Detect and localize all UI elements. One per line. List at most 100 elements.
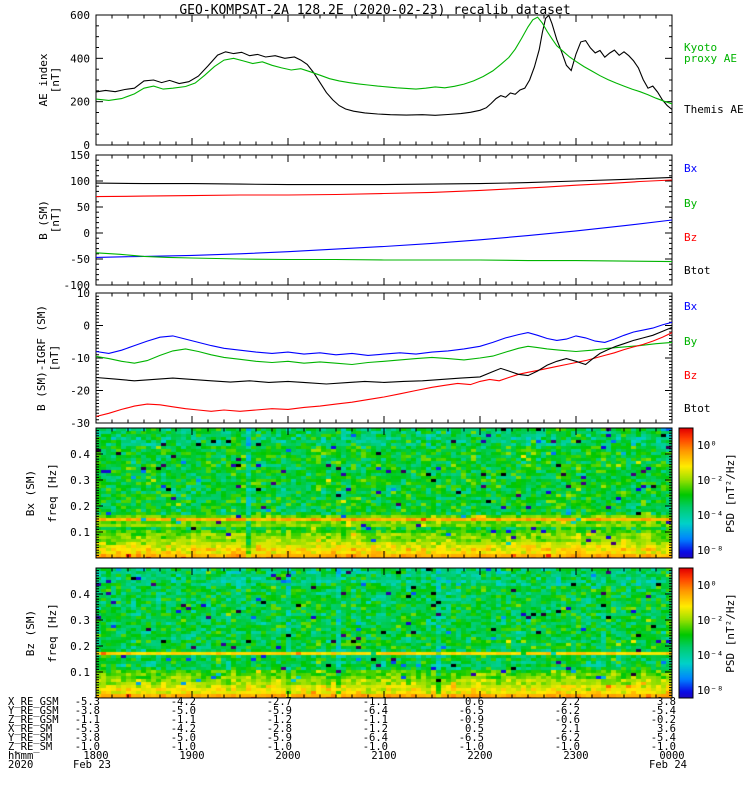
legend-bx: Bx — [684, 162, 698, 175]
annotation-value: -2.8 — [266, 723, 292, 735]
annotation-date-value: Feb 23 — [73, 759, 111, 771]
y-tick-label: 0 — [83, 227, 90, 240]
annotation-value: -5.3 — [74, 723, 100, 735]
annotation-value: -1.1 — [362, 714, 388, 726]
annotation-value: -3.8 — [74, 732, 100, 744]
colorbar-tick-label: 10⁰ — [697, 578, 717, 592]
y-tick-label: -20 — [70, 385, 90, 398]
annotation-time-value: 1900 — [179, 750, 205, 762]
annotation-value: -0.2 — [650, 714, 676, 726]
y-tick-label: 50 — [77, 201, 90, 214]
y-tick-label: 150 — [70, 149, 90, 162]
annotation-value: -6.4 — [362, 732, 388, 744]
y-tick-label: -10 — [70, 352, 90, 365]
annotation-value: -0.9 — [458, 714, 484, 726]
y-tick-label: 0.4 — [70, 588, 90, 601]
series-line-bz — [95, 332, 673, 418]
plot-title: GEO-KOMPSAT-2A 128.2E (2020-02-23) recal… — [179, 3, 571, 18]
annotation-value: -0.6 — [554, 714, 580, 726]
legend-bz: Bz — [684, 231, 698, 244]
annotation-value: -1.0 — [362, 741, 388, 753]
annotation-time-value: 1800 — [83, 750, 109, 762]
bx-spec-axis-label: Bx (SM) — [24, 469, 37, 517]
annotation-row-label: X_RE_SM — [8, 723, 53, 735]
panel-border — [95, 427, 673, 559]
annotation-row-label: Y_RE_SM — [8, 732, 53, 744]
legend-bz: Bz — [684, 369, 698, 382]
annotation-value: 2.1 — [561, 723, 580, 735]
annotation-value: -2.7 — [266, 696, 292, 708]
series-line-bz — [95, 179, 673, 198]
annotation-value: -3.8 — [74, 705, 100, 717]
bz-spec-axis-label: Bz (SM) — [24, 609, 37, 657]
annotation-value: -5.3 — [74, 696, 100, 708]
y-tick-label: 10 — [77, 287, 90, 300]
panel-border — [95, 292, 673, 424]
annotation-value: 0.6 — [465, 696, 484, 708]
colorbar-tick-label: 10⁻⁴ — [697, 508, 724, 522]
y-tick-label: 200 — [70, 96, 90, 109]
panel-border — [95, 567, 673, 699]
annotation-value: -5.4 — [650, 732, 676, 744]
colorbar-tick-label: 10⁰ — [697, 438, 717, 452]
annotation-time-value: 2000 — [275, 750, 301, 762]
series-line-btot — [95, 326, 673, 385]
legend-by: By — [684, 197, 698, 210]
annotation-year-label: 2020 — [8, 759, 34, 771]
annotation-value: -5.9 — [266, 732, 292, 744]
colorbar-tick-label: 10⁻⁴ — [697, 648, 724, 662]
annotation-time-value: 2100 — [371, 750, 397, 762]
y-tick-label: 0.1 — [70, 526, 90, 539]
bz-spectrogram — [96, 568, 672, 698]
annotation-row-label: X_RE_GSM — [8, 696, 59, 708]
panel-border — [95, 14, 673, 146]
y-tick-label: -50 — [70, 253, 90, 266]
colorbar-border — [678, 567, 694, 699]
bx-psd-colorbar-title: PSD [nT²/Hz] — [724, 453, 737, 533]
series-line-bx — [95, 321, 673, 356]
annotation-value: -1.2 — [362, 723, 388, 735]
y-tick-label: -30 — [70, 417, 90, 430]
y-tick-label: 0 — [83, 320, 90, 333]
annotation-value: -5.9 — [266, 705, 292, 717]
annotation-value: -1.1 — [74, 714, 100, 726]
y-tick-label: 400 — [70, 52, 90, 65]
annotation-value: -1.0 — [458, 741, 484, 753]
annotation-row-label: Y_RE_GSM — [8, 705, 59, 717]
annotation-value: -1.0 — [554, 741, 580, 753]
series-line-bx — [95, 219, 673, 258]
bigrf-axis-unit: [nT] — [48, 344, 61, 372]
y-tick-label: 0.2 — [70, 640, 90, 653]
y-tick-label: -100 — [64, 279, 91, 292]
annotation-value: -1.2 — [266, 714, 292, 726]
legend-bx: Bx — [684, 300, 698, 313]
bz-colorbar — [679, 568, 693, 698]
y-tick-label: 100 — [70, 175, 90, 188]
colorbar-tick-label: 10⁻² — [697, 473, 724, 487]
legend-by: By — [684, 335, 698, 348]
colorbar-tick-label: 10⁻⁸ — [697, 684, 724, 697]
ae-axis-unit: [nT] — [49, 66, 62, 94]
y-tick-label: 0.3 — [70, 614, 90, 627]
legend-btot: Btot — [684, 402, 711, 415]
annotation-value: -6.5 — [458, 705, 484, 717]
annotation-value: 2.2 — [561, 696, 580, 708]
legend-kyoto-proxy-ae: Kyoto proxy AE — [684, 41, 737, 65]
legend-btot: Btot — [684, 264, 711, 277]
legend-themis-ae: Themis AE — [684, 103, 744, 116]
colorbar-tick-label: 10⁻⁸ — [697, 544, 724, 557]
annotation-time-value: 2200 — [467, 750, 493, 762]
bigrf-axis-label: B (SM)-IGRF (SM) — [35, 305, 48, 411]
y-tick-label: 0.1 — [70, 666, 90, 679]
annotation-value: -1.0 — [170, 741, 196, 753]
series-line-themis-ae — [95, 14, 673, 116]
y-tick-label: 0.4 — [70, 448, 90, 461]
bz-spec-freq-label: freq [Hz] — [46, 603, 59, 663]
annotation-date-value: Feb 24 — [649, 759, 687, 771]
annotation-value: -5.0 — [170, 732, 196, 744]
annotation-value: 0.5 — [465, 723, 484, 735]
annotation-value: -1.1 — [170, 714, 196, 726]
series-line-kyoto-proxy-ae — [95, 16, 673, 105]
series-line-btot — [95, 176, 673, 186]
